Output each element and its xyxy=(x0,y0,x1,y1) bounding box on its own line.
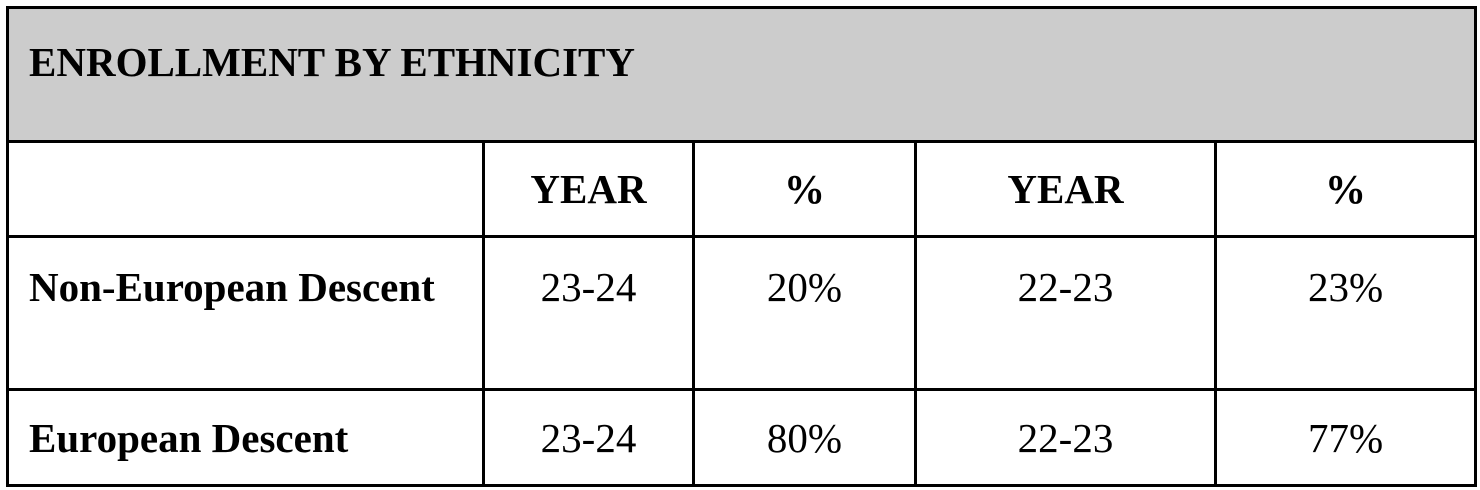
cell: 77% xyxy=(1213,388,1478,487)
header-row: YEAR % YEAR % xyxy=(6,140,1478,238)
row-label: European Descent xyxy=(6,388,485,487)
header-blank xyxy=(6,140,485,238)
cell: 22-23 xyxy=(914,235,1217,391)
enrollment-table: ENROLLMENT BY ETHNICITY YEAR % YEAR % No… xyxy=(5,6,1478,487)
cell: 23% xyxy=(1213,235,1478,391)
title-row: ENROLLMENT BY ETHNICITY xyxy=(5,6,1478,143)
header-cell: YEAR xyxy=(482,140,695,238)
header-cell: YEAR xyxy=(914,140,1217,238)
cell: 80% xyxy=(692,388,917,487)
cell: 23-24 xyxy=(482,388,695,487)
data-row: Non-European Descent 23-24 20% 22-23 23% xyxy=(6,235,1478,391)
header-cell: % xyxy=(1213,140,1478,238)
data-row: European Descent 23-24 80% 22-23 77% xyxy=(6,388,1478,487)
row-label: Non-European Descent xyxy=(6,235,485,391)
table-title: ENROLLMENT BY ETHNICITY xyxy=(5,6,1478,143)
cell: 22-23 xyxy=(914,388,1217,487)
cell: 20% xyxy=(692,235,917,391)
header-cell: % xyxy=(692,140,917,238)
cell: 23-24 xyxy=(482,235,695,391)
